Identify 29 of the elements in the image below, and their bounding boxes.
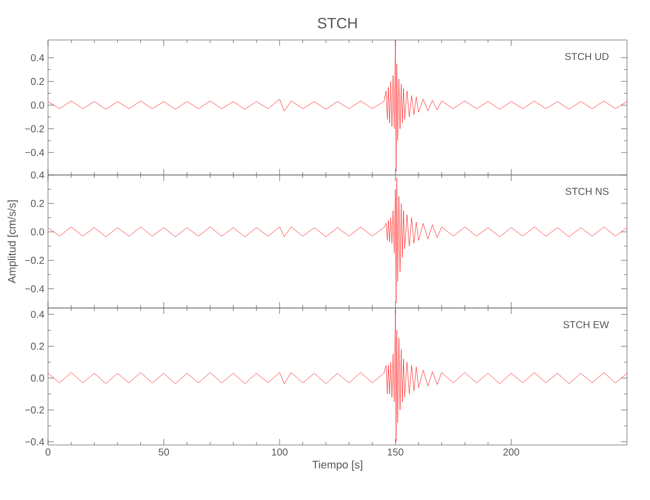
y-tick-label: −0.2 xyxy=(25,406,44,414)
y-tick-label: 0.4 xyxy=(30,171,44,179)
x-tick-label: 50 xyxy=(158,448,169,456)
y-tick-label: −0.4 xyxy=(25,148,44,156)
y-tick-label: −0.2 xyxy=(25,125,44,132)
y-tick-label: −0.4 xyxy=(25,285,44,292)
y-tick-label: 0.0 xyxy=(30,228,44,236)
x-axis-title: Tiempo [s] xyxy=(312,460,362,471)
chart-title: STCH xyxy=(318,18,357,28)
y-tick-label: 0.4 xyxy=(30,310,44,318)
y-tick-label: 0.2 xyxy=(30,78,44,85)
y-tick-label: −0.4 xyxy=(25,438,44,446)
y-tick-label: 0.0 xyxy=(30,102,44,109)
y-tick-label: −0.2 xyxy=(25,256,44,264)
y-tick-label: 0.0 xyxy=(30,374,44,382)
line-series xyxy=(48,309,627,442)
x-tick-label: 0 xyxy=(46,448,50,456)
y-axis-title: Amplitud [cm/s/s] xyxy=(8,200,18,284)
line-series xyxy=(48,40,627,172)
x-tick-label: 100 xyxy=(272,448,288,456)
annotation: STCH EW xyxy=(563,321,609,328)
y-tick-label: 0.4 xyxy=(30,54,44,62)
annotation: STCH NS xyxy=(566,188,609,195)
y-tick-label: 0.2 xyxy=(30,342,44,350)
x-tick-label: 200 xyxy=(503,448,520,456)
x-tick-label: 150 xyxy=(388,448,404,456)
y-tick-label: 0.2 xyxy=(30,200,44,207)
annotation: STCH UD xyxy=(565,52,609,60)
line-series xyxy=(48,178,627,304)
